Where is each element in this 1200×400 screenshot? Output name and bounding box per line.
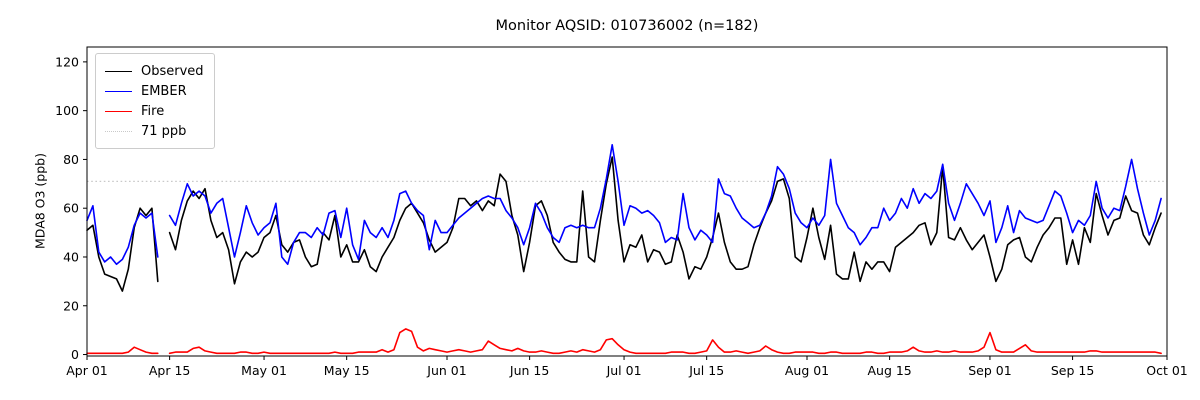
legend-label-fire: Fire <box>141 103 165 119</box>
observed-line-swatch <box>105 70 132 72</box>
series-line-observed <box>86 156 1162 292</box>
x-tick-label: Jul 15 <box>688 363 724 378</box>
legend-item-ember: EMBER <box>105 81 204 101</box>
x-tick-label: Sep 01 <box>968 363 1011 378</box>
y-tick-label: 60 <box>63 201 79 216</box>
series-line-fire <box>86 328 1162 355</box>
legend-item-threshold: 71 ppb <box>105 121 204 141</box>
legend-label-ember: EMBER <box>141 83 187 99</box>
y-tick-label: 20 <box>63 298 79 313</box>
x-tick-label: May 15 <box>324 363 370 378</box>
y-tick-label: 40 <box>63 249 79 264</box>
legend: Observed EMBER Fire 71 ppb <box>95 53 215 149</box>
x-tick-label: May 01 <box>241 363 287 378</box>
x-tick-label: Jul 01 <box>606 363 642 378</box>
x-tick-label: Aug 01 <box>785 363 829 378</box>
axes-frame <box>86 46 1168 357</box>
chart-title: Monitor AQSID: 010736002 (n=182) <box>495 18 759 34</box>
ember-line-swatch <box>105 90 132 92</box>
x-tick-label: Jun 15 <box>509 363 549 378</box>
x-tick-label: Apr 01 <box>66 363 108 378</box>
x-tick-label: Sep 15 <box>1051 363 1094 378</box>
legend-item-observed: Observed <box>105 61 204 81</box>
fire-line-swatch <box>105 110 132 112</box>
series-line-ember <box>86 144 1162 266</box>
legend-item-fire: Fire <box>105 101 204 121</box>
y-tick-label: 0 <box>71 347 79 362</box>
x-tick-label: Oct 01 <box>1146 363 1188 378</box>
x-tick-label: Apr 15 <box>149 363 191 378</box>
legend-label-observed: Observed <box>141 63 204 79</box>
y-tick-label: 120 <box>55 54 79 69</box>
legend-label-threshold: 71 ppb <box>141 123 187 139</box>
x-tick-label: Jun 01 <box>426 363 466 378</box>
y-tick-label: 80 <box>63 152 79 167</box>
threshold-line-swatch <box>105 130 132 132</box>
x-tick-label: Aug 15 <box>867 363 911 378</box>
y-axis-label: MDA8 O3 (ppb) <box>32 153 48 249</box>
y-tick-label: 100 <box>55 103 79 118</box>
